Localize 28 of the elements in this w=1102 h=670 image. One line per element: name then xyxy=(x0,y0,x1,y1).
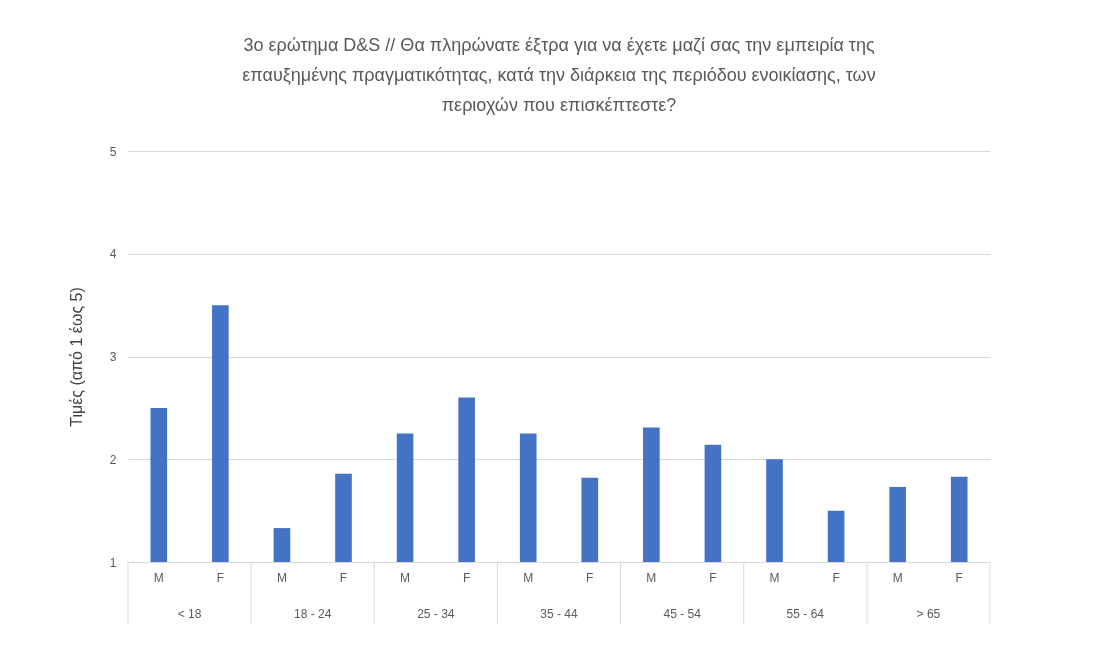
x-tick-label: M xyxy=(892,570,903,585)
text: 45 - 54 xyxy=(663,607,702,621)
x-tick-label: M xyxy=(153,570,164,585)
x-tick-label: F xyxy=(955,570,963,585)
x-tick-label: M xyxy=(523,570,534,585)
x-tick-label: M xyxy=(769,570,780,585)
y-tick-label: 4 xyxy=(109,247,117,262)
x-tick-label: F xyxy=(709,570,717,585)
y-tick-label: 2 xyxy=(109,452,117,467)
text: 35 - 44 xyxy=(540,607,579,621)
y-tick-label: 1 xyxy=(109,555,117,570)
y-tick-label: 3 xyxy=(109,350,117,364)
chart-title: 3ο ερώτημα D&S // Θα πληρώνατε έξτρα για να έχετε μαζί σας την εμπειρία της επαυξημένης πραγματικότητας, κατά την διάρκεια της περιόδου ενοικίασης, των περιοχών που επισκέπτεστε? xyxy=(242,35,876,115)
x-tick-label: F xyxy=(339,570,348,585)
x-tick-label: F xyxy=(586,570,594,585)
x-tick-label: M xyxy=(276,570,287,585)
y-axis-title: Τιμές (από 1 έως 5) xyxy=(67,287,85,427)
text: 55 - 64 xyxy=(786,607,825,621)
x-tick-label: F xyxy=(832,570,840,585)
text: 25 - 34 xyxy=(417,607,455,621)
y-tick-label: 5 xyxy=(109,144,117,159)
text: > 65 xyxy=(916,607,941,621)
text: < 18 xyxy=(177,607,202,621)
x-tick-label: M xyxy=(646,570,657,585)
x-tick-label: F xyxy=(462,570,471,585)
x-tick-label: F xyxy=(216,570,225,585)
text: 18 - 24 xyxy=(294,607,332,621)
x-tick-label: M xyxy=(400,570,411,585)
